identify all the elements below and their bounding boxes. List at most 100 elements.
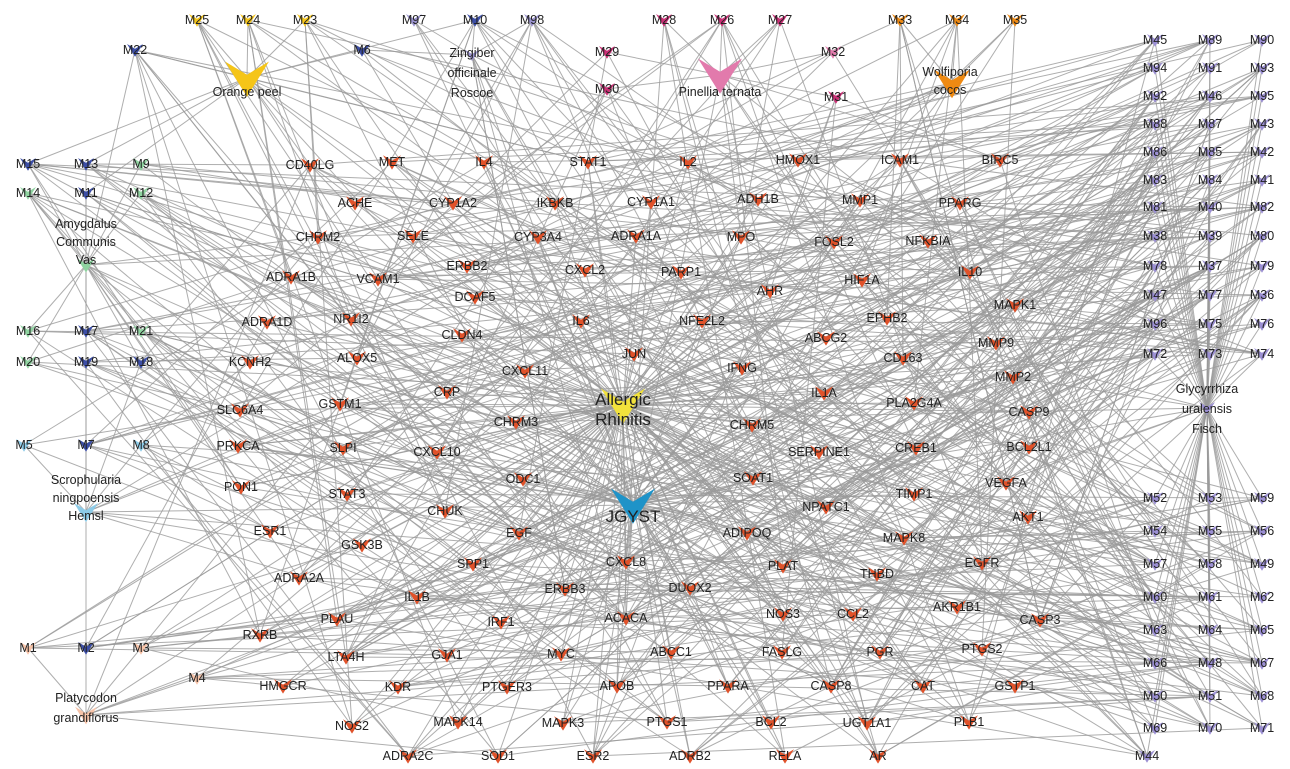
ingredient-node-icon xyxy=(1147,657,1163,670)
target-node-icon xyxy=(334,441,352,456)
edge xyxy=(913,353,1156,404)
node-label: CREB1 xyxy=(895,441,937,455)
node-label: ADRA2A xyxy=(274,571,325,585)
edge xyxy=(622,404,868,724)
node-label: M69 xyxy=(1143,721,1167,735)
target-node-icon xyxy=(389,680,407,695)
node-label: M82 xyxy=(1250,200,1274,214)
edge xyxy=(515,421,1211,729)
target-node: EGFR xyxy=(965,556,999,571)
edge xyxy=(687,161,1211,499)
target-node: ADRA1A xyxy=(611,229,662,244)
target-node-icon xyxy=(231,403,249,418)
node-label: PTGER3 xyxy=(482,680,532,694)
edge xyxy=(518,51,608,534)
ingredient-node-icon xyxy=(20,325,36,338)
edge-layer xyxy=(23,19,1263,757)
target-node-icon xyxy=(822,679,840,694)
edge xyxy=(27,163,586,271)
node-label: AHR xyxy=(757,284,783,298)
node-label: CCL2 xyxy=(837,607,869,621)
ingredient-node-icon xyxy=(1254,230,1270,243)
edge xyxy=(666,695,1211,723)
edge xyxy=(483,151,1263,163)
node-label: FASLG xyxy=(762,645,802,659)
target-node: CAT xyxy=(911,679,935,694)
ingredient-node-icon xyxy=(1202,146,1218,159)
edge xyxy=(27,276,292,363)
edge xyxy=(134,49,353,727)
node-label: SELE xyxy=(397,229,429,243)
target-node-icon xyxy=(546,196,564,211)
node-label: M24 xyxy=(236,13,260,27)
edge xyxy=(797,123,1156,161)
edge xyxy=(587,161,1263,267)
edge xyxy=(23,444,418,598)
edge xyxy=(85,290,771,363)
formula-node-icon xyxy=(611,488,655,524)
target-node: FASLG xyxy=(762,645,802,660)
edge xyxy=(515,421,1156,565)
node-label: M47 xyxy=(1143,288,1167,302)
target-node-icon xyxy=(844,607,862,622)
node-label: SLC6A4 xyxy=(217,403,264,417)
node-label: M22 xyxy=(123,43,147,57)
edge xyxy=(342,39,1263,449)
target-node-icon xyxy=(556,582,574,597)
ingredient-node-icon xyxy=(656,14,672,27)
ingredient-node-icon xyxy=(1202,90,1218,103)
edge xyxy=(140,330,832,687)
target-node-icon xyxy=(579,155,597,170)
edge xyxy=(752,179,1211,479)
edge xyxy=(452,202,1263,697)
edge xyxy=(1206,67,1263,409)
target-node: MAPK14 xyxy=(433,715,483,730)
edge xyxy=(506,404,624,688)
target-node-icon xyxy=(817,331,835,346)
node-label: PGR xyxy=(866,645,893,659)
node-label: M78 xyxy=(1143,259,1167,273)
node-label: M42 xyxy=(1250,145,1274,159)
edge xyxy=(622,159,901,406)
edge xyxy=(85,163,311,166)
edge xyxy=(140,647,672,653)
ingredient-node-icon xyxy=(1202,690,1218,703)
ingredient-node-icon xyxy=(1147,591,1163,604)
node-label: M58 xyxy=(1198,557,1222,571)
edge xyxy=(622,304,1016,406)
target-node: IFNG xyxy=(727,361,757,376)
ingredient-node-icon xyxy=(1254,591,1270,604)
target-node-icon xyxy=(762,715,780,730)
target-node-icon xyxy=(895,531,913,546)
node-label: PTGS1 xyxy=(647,715,688,729)
node-label: M68 xyxy=(1250,689,1274,703)
node-label: M66 xyxy=(1143,656,1167,670)
target-node: CASP3 xyxy=(1020,613,1061,628)
ingredient-node: M33 xyxy=(888,13,912,27)
target-node: ALOX5 xyxy=(337,351,377,366)
ingredient-node-icon xyxy=(1254,492,1270,505)
edge xyxy=(770,530,1263,723)
herb-node: Wolfiporia cocos xyxy=(922,65,978,99)
ingredient-node: M27 xyxy=(768,13,792,27)
edge xyxy=(562,596,1211,724)
ingredient-node: M36 xyxy=(1250,288,1274,302)
edge xyxy=(246,77,379,280)
edge xyxy=(927,240,1263,664)
target-node-icon xyxy=(498,680,516,695)
edge xyxy=(412,19,723,237)
ingredient-node: M61 xyxy=(1198,590,1222,604)
node-label: KDR xyxy=(385,680,411,694)
target-node: PARP1 xyxy=(661,265,701,280)
node-label: CASP8 xyxy=(811,679,852,693)
target-node: MAPK3 xyxy=(542,716,584,731)
target-node: ADIPOQ xyxy=(723,526,772,541)
edge xyxy=(1039,497,1156,621)
target-node: ADRA2A xyxy=(274,571,325,586)
node-label: DCAF5 xyxy=(455,290,496,304)
target-node-icon xyxy=(510,526,528,541)
ingredient-node: M14 xyxy=(16,186,40,200)
edge xyxy=(531,19,784,615)
ingredient-node-icon xyxy=(825,46,841,59)
